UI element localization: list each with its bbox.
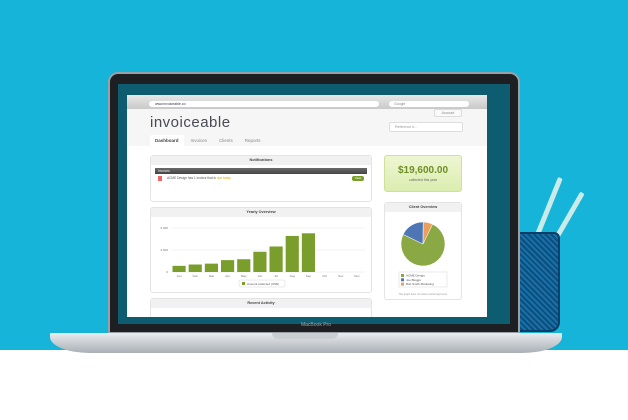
y-tick-label: 5,000 [160, 226, 168, 230]
tab-dashboard[interactable]: Dashboard [150, 135, 184, 146]
legend-swatch [401, 278, 404, 282]
logo: invoiceable [150, 114, 231, 131]
view-button[interactable]: View [352, 176, 364, 181]
x-tick-label: Aug [290, 274, 296, 278]
browser-toolbar: www.invoiceable.co Google [127, 95, 487, 109]
notification-item: ACME Design has 1 invoice that is due to… [155, 174, 367, 183]
bar-sep [301, 233, 315, 272]
account-button[interactable]: Account [434, 109, 462, 117]
y-tick-label: 0 [166, 270, 168, 274]
recent-activity-panel: Recent Activity [150, 298, 372, 317]
x-tick-label: Jul [274, 274, 278, 278]
legend-label: ACME Design [406, 274, 425, 278]
x-tick-label: Oct [322, 274, 327, 278]
y-tick-label: 2,500 [160, 248, 168, 252]
laptop-label: MacBook Pro [300, 322, 331, 328]
legend-swatch [401, 274, 404, 277]
laptop-notch [272, 333, 338, 339]
legend-label: Joe Bloggs [406, 278, 421, 282]
collected-label: collected this year [408, 178, 437, 182]
legend-label: Amount collected (USD) [247, 282, 279, 286]
x-tick-label: Jan [177, 274, 182, 278]
invoices-section-header: Invoices [155, 168, 367, 174]
yearly-overview-chart: 0 2,500 5,000 Jan Feb Mar Apr May Jun Jul Aug Sep Oc… [160, 226, 365, 288]
laptop-base [50, 333, 562, 353]
x-tick-label: Apr [225, 274, 230, 278]
bar-jan [172, 265, 186, 272]
panel-title: Yearly Overview [151, 208, 371, 217]
legend-label: Bob Smith Marketing [406, 282, 434, 286]
bar-aug [285, 235, 299, 272]
bar-apr [221, 260, 235, 272]
x-tick-label: Nov [338, 274, 344, 278]
collected-amount: $19,600.00 [397, 165, 449, 176]
x-tick-label: Mar [209, 274, 214, 278]
panel-title: Client Overview [385, 203, 461, 212]
bar-feb [188, 264, 202, 272]
x-tick-label: Dec [354, 274, 360, 278]
legend-swatch [401, 282, 404, 286]
notification-message: ACME Design has 1 invoice that is [167, 176, 217, 180]
browser-search[interactable]: Google [389, 101, 469, 107]
chart-note: This graph does not reflect partial paym… [398, 293, 448, 296]
bar-jul [269, 246, 283, 272]
x-tick-label: Feb [193, 274, 199, 278]
x-tick-label: Sep [306, 274, 312, 278]
pie-slice [422, 221, 433, 245]
browser-window: www.invoiceable.co Google invoiceable Ac… [127, 95, 487, 317]
legend [398, 271, 448, 288]
due-text: due today [216, 176, 231, 180]
tab-invoices[interactable]: Invoices [190, 138, 208, 143]
pdf-icon [158, 176, 162, 181]
url-bar[interactable]: www.invoiceable.co [149, 101, 379, 107]
panel-title: Notifications [151, 156, 371, 165]
notifications-panel: Notifications Invoices ACME Design has 1… [150, 155, 372, 202]
main-tabs: Dashboard Invoices Clients Reports [150, 135, 266, 146]
x-tick-label: May [241, 274, 247, 278]
yearly-overview-panel: Yearly Overview 0 2,500 5,000 Jan Feb Mar Apr M… [150, 207, 372, 293]
tab-reports[interactable]: Reports [244, 138, 261, 143]
pie-slice [400, 223, 446, 267]
legend-swatch [242, 282, 245, 285]
panel-title: Recent Activity [151, 299, 371, 308]
x-tick-label: Jun [257, 274, 262, 278]
bar-may [237, 259, 251, 272]
client-overview-panel: Client Overview ACME Design Joe Bloggs Bob… [384, 202, 462, 300]
reference-search-input[interactable]: Reference #... [389, 122, 463, 132]
collected-summary: $19,600.00 collected this year [384, 155, 462, 192]
bar-mar [204, 263, 218, 272]
tab-clients[interactable]: Clients [219, 138, 233, 143]
bar-jun [253, 251, 267, 272]
legend [238, 279, 286, 288]
